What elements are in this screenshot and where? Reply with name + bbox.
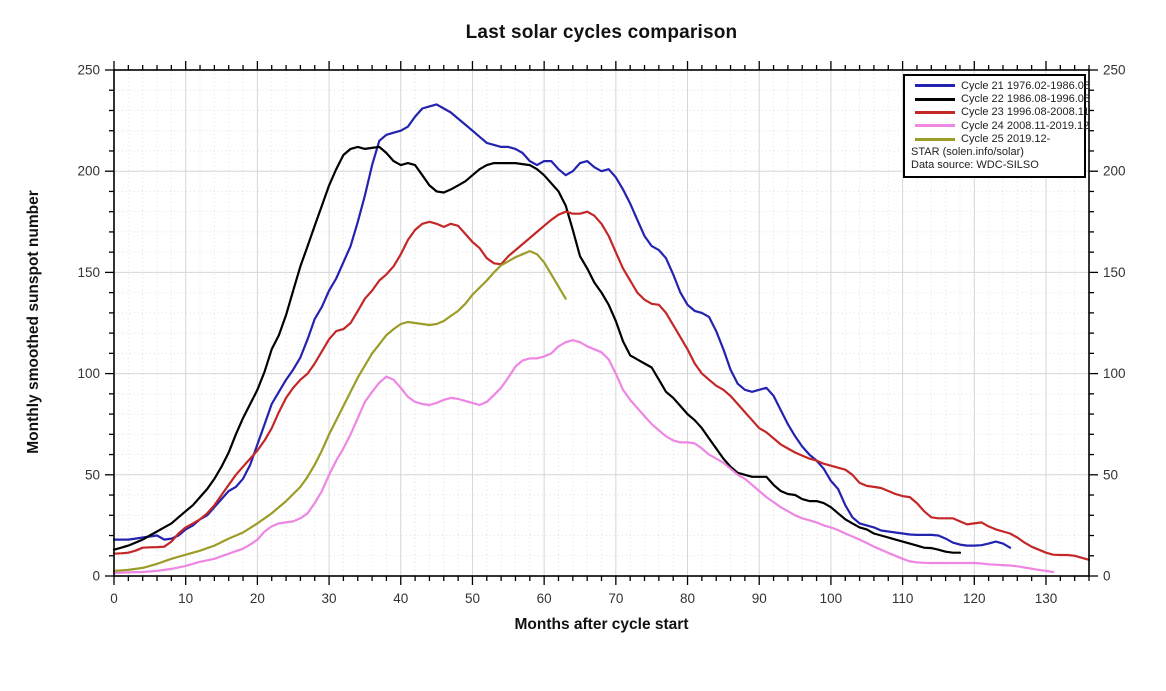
y-tick-label-left: 50 [85,467,100,482]
legend-item-2: Cycle 22 1986.08-1996.08 [905,92,1090,105]
series-line-5 [112,250,567,573]
y-tick-label-left: 200 [77,164,100,179]
y-tick-label-right: 200 [1103,164,1126,179]
y-tick-label-left: 100 [77,366,100,381]
x-tick-label: 60 [537,591,552,606]
legend-swatch-line-icon [915,97,955,101]
x-tick-label: 30 [322,591,337,606]
legend-item-3: Cycle 23 1996.08-2008.11 [905,106,1089,119]
legend-swatch-line-icon [915,137,955,141]
legend-item-4: Cycle 24 2008.11-2019.12 [905,119,1089,132]
legend-swatch-line-icon [915,124,955,128]
legend-swatch-line-icon [915,84,955,88]
x-tick-label: 0 [110,591,118,606]
legend-source-wdc: Data source: WDC-SILSO [911,159,1039,172]
y-tick-label-left: 150 [77,265,100,280]
x-tick-label: 80 [680,591,695,606]
x-tick-label: 130 [1035,591,1058,606]
legend-label: Cycle 24 2008.11-2019.12 [961,119,1090,132]
y-tick-label-right: 150 [1103,265,1126,280]
x-tick-label: 20 [250,591,265,606]
axis-ticks [105,61,1098,585]
x-axis-label: Months after cycle start [514,616,689,633]
x-tick-label: 50 [465,591,480,606]
x-tick-label: 90 [752,591,767,606]
legend-label: Cycle 21 1976.02-1986.08 [961,79,1091,92]
legend-rows: Cycle 21 1976.02-1986.08 Cycle 22 1986.08… [905,79,1090,146]
legend-swatch-line-icon [915,110,955,114]
legend-label: Cycle 22 1986.08-1996.08 [961,93,1091,106]
series-line-4 [112,339,1055,575]
legend-item-5: Cycle 25 2019.12- [905,133,1084,146]
legend-item-1: Cycle 21 1976.02-1986.08 [905,79,1090,92]
x-tick-label: 120 [963,591,986,606]
x-tick-label: 10 [178,591,193,606]
legend-label: Cycle 25 2019.12- [961,133,1051,146]
series-line-3 [112,210,1091,561]
x-tick-label: 70 [608,591,623,606]
y-tick-label-right: 100 [1103,366,1126,381]
y-tick-label-left: 250 [77,63,100,78]
series-line-1 [112,103,1012,549]
chart-title: Last solar cycles comparison [465,22,738,43]
legend: Cycle 21 1976.02-1986.08 Cycle 22 1986.08… [903,74,1090,178]
y-tick-label-right: 50 [1103,467,1118,482]
x-tick-label: 110 [892,591,914,606]
series-line-2 [112,145,962,554]
legend-source-star: STAR (solen.info/solar) [911,145,1024,158]
y-axis-label: Monthly smoothed sunspot number [25,190,42,454]
legend-label: Cycle 23 1996.08-2008.11 [961,106,1090,119]
y-tick-label-left: 0 [92,569,100,584]
y-tick-label-right: 0 [1103,569,1111,584]
x-tick-label: 40 [393,591,408,606]
y-tick-label-right: 250 [1103,63,1126,78]
x-tick-label: 100 [820,591,843,606]
series-lines [112,103,1091,575]
